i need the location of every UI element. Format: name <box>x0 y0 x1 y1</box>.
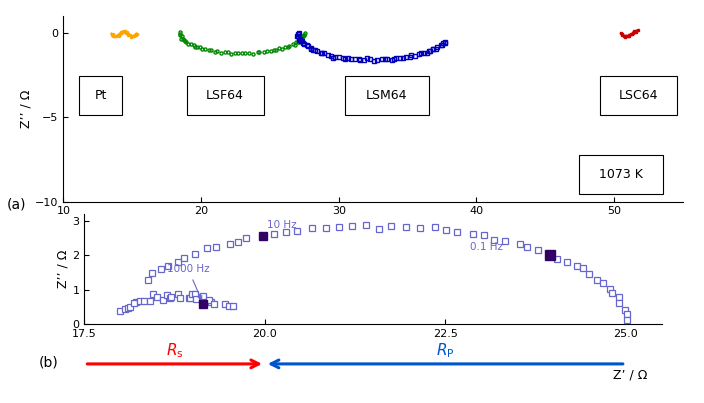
FancyBboxPatch shape <box>79 76 122 115</box>
Text: (a): (a) <box>7 197 27 212</box>
Text: LSC64: LSC64 <box>618 89 658 102</box>
Y-axis label: Z’’ / Ω: Z’’ / Ω <box>57 250 70 288</box>
X-axis label: Z’ / Ω: Z’ / Ω <box>356 218 390 231</box>
FancyBboxPatch shape <box>187 76 264 115</box>
Text: LSF64: LSF64 <box>206 89 244 102</box>
Text: Pt: Pt <box>94 89 107 102</box>
Text: LSM64: LSM64 <box>366 89 408 102</box>
Text: Z’ / Ω: Z’ / Ω <box>613 369 648 382</box>
FancyBboxPatch shape <box>345 76 429 115</box>
Text: (b): (b) <box>39 356 58 370</box>
FancyBboxPatch shape <box>579 155 663 194</box>
Text: $\mathit{R}_{\mathrm{s}}$: $\mathit{R}_{\mathrm{s}}$ <box>166 341 184 360</box>
FancyBboxPatch shape <box>600 76 677 115</box>
Text: $\mathit{R}_{\mathrm{P}}$: $\mathit{R}_{\mathrm{P}}$ <box>436 341 455 360</box>
Text: 10 Hz: 10 Hz <box>267 220 296 230</box>
Text: 0.1 Hz: 0.1 Hz <box>470 242 503 252</box>
Text: 1000 Hz: 1000 Hz <box>167 264 210 300</box>
Text: 1073 K: 1073 K <box>599 168 643 181</box>
Y-axis label: Z’’ / Ω: Z’’ / Ω <box>19 89 32 128</box>
